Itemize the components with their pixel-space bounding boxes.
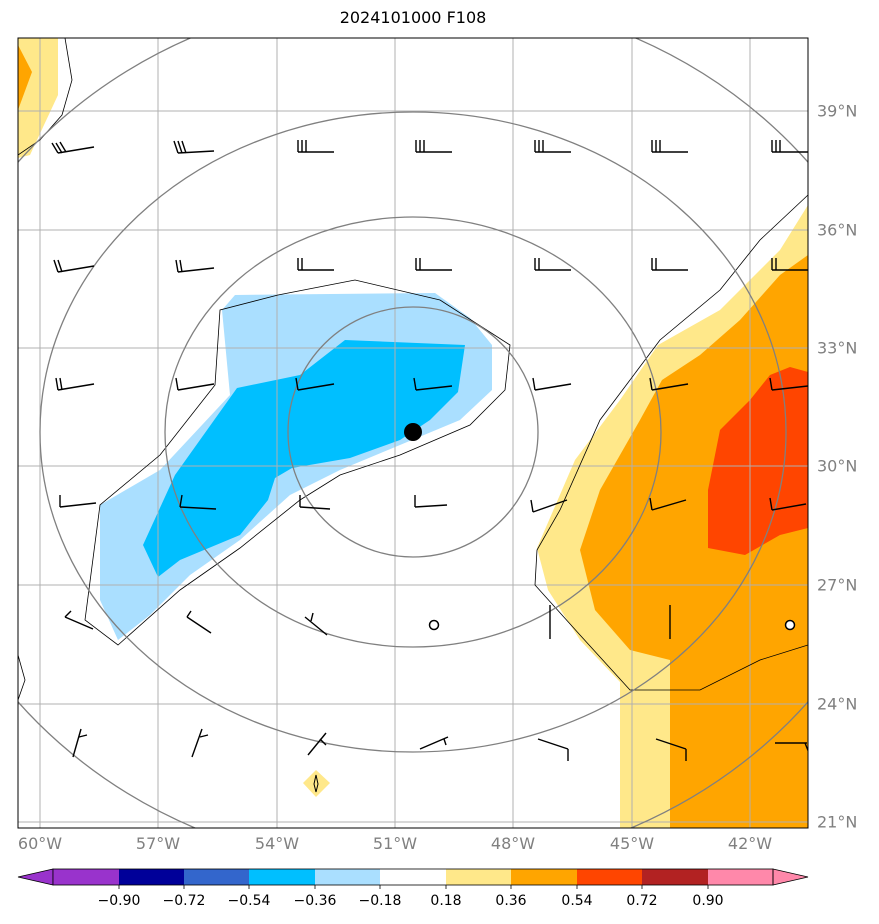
lat-label: 33°N — [817, 338, 858, 358]
lat-label: 21°N — [817, 812, 858, 832]
colorbar-tick-label: 0.18 — [430, 893, 462, 909]
colorbar-tick-label: 0.36 — [495, 893, 527, 909]
colorbar-segment — [249, 869, 315, 885]
colorbar-segment — [53, 869, 119, 885]
lon-label: 54°W — [254, 834, 300, 853]
colorbar-segment — [511, 869, 577, 885]
colorbar-extend-low — [17, 868, 54, 886]
colorbar-segment — [577, 869, 642, 885]
map-frame — [17, 37, 809, 829]
colorbar — [17, 868, 809, 889]
lon-label: 48°W — [490, 834, 536, 853]
colorbar-segment — [708, 869, 773, 885]
lon-label: 57°W — [135, 834, 181, 853]
map-canvas — [17, 37, 809, 829]
lon-label: 51°W — [372, 834, 418, 853]
lat-gridlines — [18, 110, 808, 823]
colorbar-tick-label: 0.72 — [626, 893, 658, 909]
colorbar-tick-label: 0.54 — [561, 893, 593, 909]
lat-label: 27°N — [817, 575, 858, 595]
storm-center-marker — [404, 423, 422, 441]
colorbar-tick-label: 0.90 — [692, 893, 724, 909]
lat-label: 30°N — [817, 456, 858, 476]
colorbar-tick-label: −0.36 — [293, 893, 337, 909]
lat-label: 36°N — [817, 220, 858, 240]
colorbar-segment — [642, 869, 708, 885]
lon-label: 42°W — [727, 834, 773, 853]
positive-anomaly-region — [18, 38, 808, 828]
colorbar-segment — [184, 869, 249, 885]
map-title: 2024101000 F108 — [339, 8, 487, 27]
colorbar-tick-label: −0.18 — [358, 893, 402, 909]
colorbar-tick-label: −0.72 — [162, 893, 206, 909]
lon-label: 60°W — [17, 834, 63, 853]
colorbar-tick-label: −0.54 — [227, 893, 271, 909]
lat-label: 39°N — [817, 101, 858, 121]
anomaly-contour-lines — [18, 38, 808, 701]
lon-label: 45°W — [609, 834, 655, 853]
colorbar-tick-label: −0.90 — [97, 893, 141, 909]
colorbar-segment — [380, 869, 446, 885]
wind-barbs — [51, 140, 808, 793]
geopotential-contours — [18, 38, 808, 828]
lat-label: 24°N — [817, 694, 858, 714]
colorbar-segment — [446, 869, 511, 885]
colorbar-segment — [315, 869, 380, 885]
colorbar-extend-high — [772, 868, 809, 886]
colorbar-segment — [119, 869, 184, 885]
